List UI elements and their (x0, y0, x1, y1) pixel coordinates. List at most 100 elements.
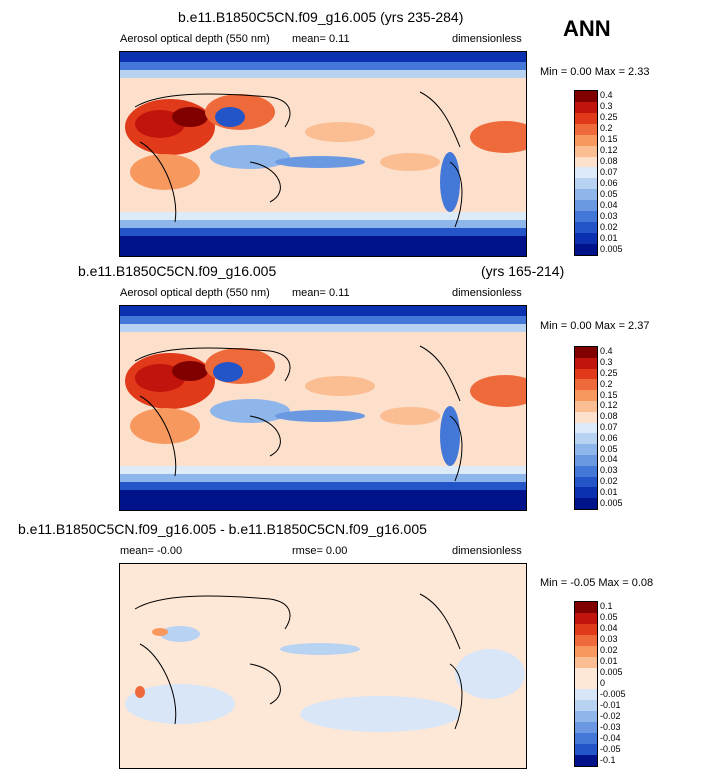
panel-title: b.e11.B1850C5CN.f09_g16.005 - b.e11.B185… (18, 521, 427, 537)
colorbar-segment (575, 357, 597, 369)
colorbar-segment (575, 156, 597, 168)
colorbar-segment (575, 433, 597, 445)
colorbar-segment (575, 645, 597, 657)
colorbar-segment (575, 222, 597, 233)
colorbar-tick-label: 0.02 (600, 645, 618, 656)
colorbar-tick-label: 0.12 (600, 145, 618, 156)
mean-label: mean= 0.11 (292, 33, 350, 45)
colorbar-segment (575, 101, 597, 113)
colorbar-tick-label: -0.02 (600, 710, 621, 721)
colorbar-segment (575, 711, 597, 723)
minmax-label: Min = 0.00 Max = 2.37 (540, 320, 650, 332)
colorbar-tick-label: 0.04 (600, 199, 618, 210)
colorbar-segment (575, 498, 597, 509)
colorbar-tick-label: -0.05 (600, 743, 621, 754)
colorbar-tick-label: -0.005 (600, 688, 626, 699)
colorbar-segment (575, 700, 597, 712)
colorbar-segment (575, 733, 597, 744)
colorbar-segment (575, 200, 597, 212)
colorbar-tick-label: 0.4 (600, 346, 613, 357)
colorbar-segment (575, 178, 597, 190)
colorbar-tick-label: 0.12 (600, 400, 618, 411)
colorbar-tick-label: 0.25 (600, 112, 618, 123)
colorbar-tick-label: 0.04 (600, 623, 618, 634)
minmax-label: Min = 0.00 Max = 2.33 (540, 66, 650, 78)
colorbar-tick-label: 0 (600, 678, 606, 688)
colorbar-segment (575, 379, 597, 391)
colorbar-segment (575, 487, 597, 499)
mean-label: mean= -0.00 (120, 545, 183, 557)
aod-map (119, 51, 527, 257)
colorbar-segment (575, 134, 597, 146)
colorbar-tick-label: 0.04 (600, 454, 618, 465)
colorbar-segment (575, 722, 597, 734)
colorbar-tick-label: 0.05 (600, 188, 618, 199)
colorbar-tick-label: 0.02 (600, 221, 618, 232)
units-label: dimensionless (452, 545, 522, 557)
panel-years: (yrs 165-214) (481, 263, 565, 279)
colorbar-segment (575, 167, 597, 179)
colorbar-tick-label: 0.06 (600, 177, 618, 188)
colorbar (574, 346, 598, 510)
variable-label: Aerosol optical depth (550 nm) (120, 33, 270, 45)
panel-title: b.e11.B1850C5CN.f09_g16.005 (yrs 235-284… (178, 9, 464, 25)
colorbar-segment (575, 689, 597, 701)
colorbar-segment (575, 232, 597, 244)
colorbar-segment (575, 123, 597, 135)
colorbar-segment (575, 112, 597, 124)
difference-map (119, 563, 527, 769)
colorbar-segment (575, 368, 597, 380)
colorbar-segment (575, 754, 597, 766)
colorbar-tick-label: 0.3 (600, 357, 613, 368)
colorbar-segment (575, 91, 597, 102)
units-label: dimensionless (452, 33, 522, 45)
colorbar-tick-label: 0.005 (600, 243, 623, 254)
colorbar-tick-label: 0.15 (600, 134, 618, 145)
colorbar-segment (575, 211, 597, 223)
colorbar-tick-label: 0.1 (600, 601, 613, 612)
colorbar-segment (575, 390, 597, 401)
colorbar-segment (575, 602, 597, 613)
colorbar-segment (575, 347, 597, 358)
colorbar-tick-label: 0.05 (600, 443, 618, 454)
colorbar-segment (575, 189, 597, 201)
minmax-label: Min = -0.05 Max = 0.08 (540, 577, 654, 589)
colorbar-tick-label: 0.005 (600, 667, 623, 678)
colorbar-tick-label: 0.03 (600, 634, 618, 645)
colorbar-segment (575, 465, 597, 477)
colorbar-tick-label: 0.3 (600, 101, 613, 112)
colorbar (574, 90, 598, 256)
colorbar-tick-label: -0.03 (600, 721, 621, 732)
colorbar-tick-label: 0.25 (600, 368, 618, 378)
aod-map (119, 305, 527, 511)
rmse-label: rmse= 0.00 (292, 545, 348, 557)
colorbar-segment (575, 411, 597, 423)
colorbar-tick-label: 0.02 (600, 476, 618, 486)
colorbar-segment (575, 422, 597, 434)
colorbar-tick-label: 0.08 (600, 411, 618, 422)
colorbar-segment (575, 623, 597, 635)
colorbar-tick-label: 0.07 (600, 167, 618, 177)
colorbar-tick-label: 0.03 (600, 465, 618, 476)
colorbar (574, 601, 598, 767)
colorbar-segment (575, 634, 597, 646)
colorbar-tick-label: -0.01 (600, 699, 621, 710)
season-label: ANN (563, 16, 611, 41)
colorbar-segment (575, 612, 597, 624)
colorbar-tick-label: 0.2 (600, 378, 613, 389)
mean-label: mean= 0.11 (292, 287, 350, 299)
units-label: dimensionless (452, 287, 522, 299)
colorbar-tick-label: 0.15 (600, 389, 618, 400)
colorbar-tick-label: -0.1 (600, 754, 616, 765)
colorbar-tick-label: -0.04 (600, 732, 621, 743)
colorbar-tick-label: 0.03 (600, 210, 618, 221)
colorbar-tick-label: 0.05 (600, 612, 618, 623)
colorbar-tick-label: 0.01 (600, 232, 618, 243)
colorbar-segment (575, 656, 597, 668)
colorbar-tick-label: 0.005 (600, 497, 623, 508)
colorbar-segment (575, 476, 597, 488)
colorbar-tick-label: 0.07 (600, 422, 618, 432)
colorbar-segment (575, 667, 597, 679)
colorbar-tick-label: 0.2 (600, 123, 613, 134)
colorbar-segment (575, 678, 597, 690)
